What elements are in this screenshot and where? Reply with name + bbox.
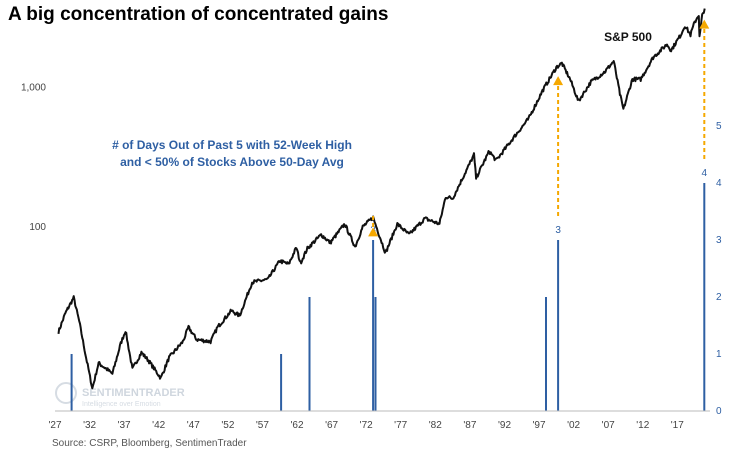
bar-data-label: 4 bbox=[702, 168, 708, 179]
chart-title: A big concentration of concentrated gain… bbox=[8, 4, 389, 25]
x-tick-label: '17 bbox=[671, 420, 684, 431]
bar bbox=[545, 297, 547, 411]
x-tick-label: '37 bbox=[118, 420, 131, 431]
bar-data-label: 3 bbox=[555, 225, 561, 236]
bar bbox=[374, 297, 377, 411]
bar bbox=[703, 183, 706, 411]
bar-series-label-line1: # of Days Out of Past 5 with 52-Week Hig… bbox=[112, 138, 352, 152]
bar bbox=[372, 240, 375, 411]
bar bbox=[308, 297, 311, 411]
x-tick-label: '97 bbox=[532, 420, 545, 431]
watermark-logo-icon bbox=[55, 382, 77, 404]
x-tick-label: '72 bbox=[360, 420, 373, 431]
x-tick-label: '92 bbox=[498, 420, 511, 431]
x-tick-label: '07 bbox=[602, 420, 615, 431]
x-tick-label: '57 bbox=[256, 420, 269, 431]
arrow-head bbox=[553, 76, 564, 86]
arrow-head bbox=[699, 19, 710, 29]
right-tick-label: 2 bbox=[716, 292, 722, 303]
right-tick-label: 5 bbox=[716, 121, 722, 132]
sp500-label: S&P 500 bbox=[604, 30, 652, 44]
series-labels: S&P 500 # of Days Out of Past 5 with 52-W… bbox=[112, 30, 652, 169]
x-tick-label: '67 bbox=[325, 420, 338, 431]
x-tick-label: '27 bbox=[48, 420, 61, 431]
x-tick-label: '47 bbox=[187, 420, 200, 431]
sp500-line bbox=[57, 8, 706, 390]
right-tick-label: 4 bbox=[716, 178, 722, 189]
arrow-head bbox=[368, 227, 379, 237]
bar-series: 334 bbox=[70, 168, 708, 411]
x-tick-label: '87 bbox=[463, 420, 476, 431]
left-axis: 100 1,000 bbox=[21, 83, 46, 233]
x-tick-label: '32 bbox=[83, 420, 96, 431]
right-axis: 0 1 2 3 4 5 bbox=[716, 121, 722, 417]
x-tick-label: '52 bbox=[221, 420, 234, 431]
x-tick-label: '42 bbox=[152, 420, 165, 431]
bar bbox=[280, 354, 283, 411]
x-tick-label: '82 bbox=[429, 420, 442, 431]
bar-series-label-line2: and < 50% of Stocks Above 50-Day Avg bbox=[120, 155, 344, 169]
bar bbox=[70, 354, 73, 411]
watermark: SENTIMENTRADER Intelligence over Emotion bbox=[55, 382, 185, 408]
right-tick-label: 3 bbox=[716, 235, 722, 246]
bar bbox=[557, 240, 560, 411]
x-axis: '27 '32 '37 '42 '47 '52 '57 '62 '67 '72 '77 '82 '87 '… bbox=[48, 410, 710, 431]
left-tick-label: 1,000 bbox=[21, 83, 46, 94]
right-tick-label: 1 bbox=[716, 349, 722, 360]
x-tick-label: '12 bbox=[636, 420, 649, 431]
line-series bbox=[57, 8, 706, 390]
watermark-tagline: Intelligence over Emotion bbox=[82, 401, 161, 408]
source-note: Source: CSRP, Bloomberg, SentimenTrader bbox=[52, 438, 247, 449]
watermark-brand: SENTIMENTRADER bbox=[82, 387, 185, 399]
x-tick-label: '02 bbox=[567, 420, 580, 431]
left-tick-label: 100 bbox=[29, 222, 46, 233]
x-tick-label: '62 bbox=[290, 420, 303, 431]
right-tick-label: 0 bbox=[716, 406, 722, 417]
arrow-annotations bbox=[368, 19, 710, 237]
x-tick-label: '77 bbox=[394, 420, 407, 431]
